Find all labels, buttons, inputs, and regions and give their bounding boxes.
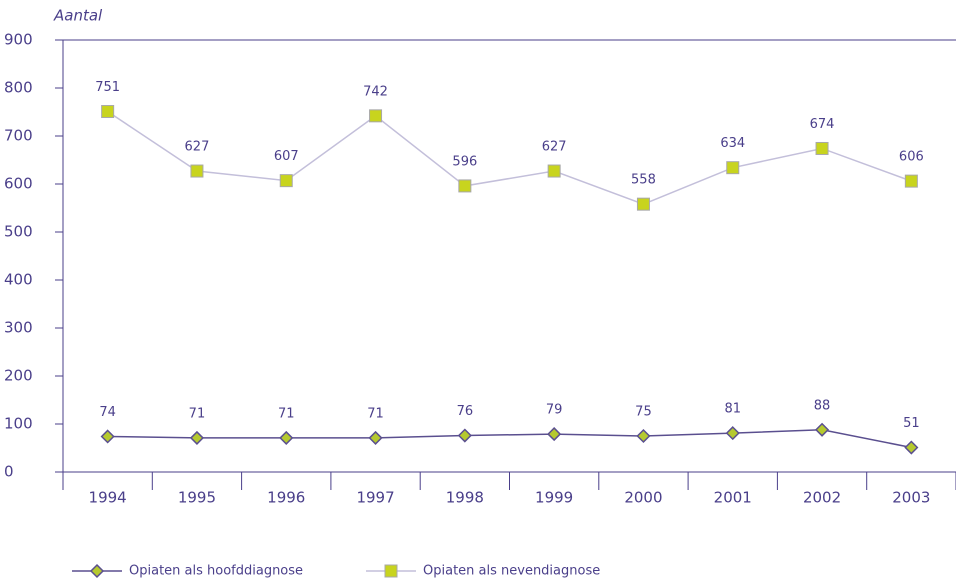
data-point (814, 422, 830, 437)
x-tick-label: 2002 (803, 489, 841, 507)
data-label: 88 (814, 398, 831, 413)
x-tick-label: 2003 (892, 489, 930, 507)
y-tick-label: 200 (4, 367, 33, 385)
data-point (904, 440, 919, 455)
x-tick-label: 1998 (446, 489, 484, 507)
legend-marker (89, 563, 105, 579)
data-point (190, 164, 204, 178)
data-point (189, 430, 205, 445)
y-tick-label: 800 (4, 79, 33, 97)
y-tick-label: 400 (4, 271, 33, 289)
data-point (101, 105, 115, 119)
data-label: 71 (189, 406, 206, 421)
data-label: 606 (899, 150, 924, 165)
data-label: 51 (903, 416, 920, 431)
data-point (369, 109, 383, 123)
x-tick-label: 1995 (178, 489, 216, 507)
data-point (279, 430, 294, 445)
data-label: 627 (542, 140, 567, 155)
data-point (636, 197, 650, 211)
data-point (815, 141, 829, 155)
data-point (458, 179, 472, 193)
data-point (547, 427, 562, 442)
data-label: 674 (810, 117, 835, 132)
y-tick-label: 900 (4, 31, 33, 49)
data-label: 76 (457, 404, 474, 419)
y-tick-label: 100 (4, 415, 33, 433)
x-tick-label: 1996 (267, 489, 305, 507)
legend-label: Opiaten als hoofddiagnose (129, 564, 303, 579)
y-tick-label: 0 (4, 463, 14, 481)
x-tick-label: 2001 (714, 489, 752, 507)
data-label: 71 (278, 406, 295, 421)
x-tick-label: 1997 (356, 489, 394, 507)
y-tick-label: 300 (4, 319, 33, 337)
data-label: 74 (99, 405, 116, 420)
legend-label: Opiaten als nevendiagnose (423, 564, 600, 579)
data-point (725, 426, 740, 441)
data-label: 742 (363, 84, 388, 99)
data-point (100, 429, 115, 444)
y-tick-label: 700 (4, 127, 33, 145)
y-tick-label: 600 (4, 175, 33, 193)
y-axis-label: Aantal (53, 7, 103, 25)
x-tick-label: 1999 (535, 489, 573, 507)
data-label: 596 (452, 154, 477, 169)
series-line (107, 429, 912, 449)
data-label: 75 (635, 405, 652, 420)
data-label: 81 (724, 402, 741, 417)
data-point (457, 428, 472, 443)
data-point (904, 174, 918, 188)
data-label: 558 (631, 173, 656, 188)
x-tick-label: 2000 (624, 489, 662, 507)
data-label: 751 (95, 80, 120, 95)
data-label: 634 (720, 136, 745, 151)
data-label: 71 (367, 406, 384, 421)
data-point (726, 161, 740, 175)
data-point (368, 430, 383, 445)
x-tick-label: 1994 (89, 489, 127, 507)
data-point (547, 164, 561, 178)
data-point (279, 174, 293, 188)
data-label: 607 (274, 149, 299, 164)
data-label: 79 (546, 403, 563, 418)
series-line (107, 110, 912, 205)
y-tick-label: 500 (4, 223, 33, 241)
data-label: 627 (185, 140, 210, 155)
data-point (636, 428, 651, 444)
legend-marker (384, 564, 398, 578)
